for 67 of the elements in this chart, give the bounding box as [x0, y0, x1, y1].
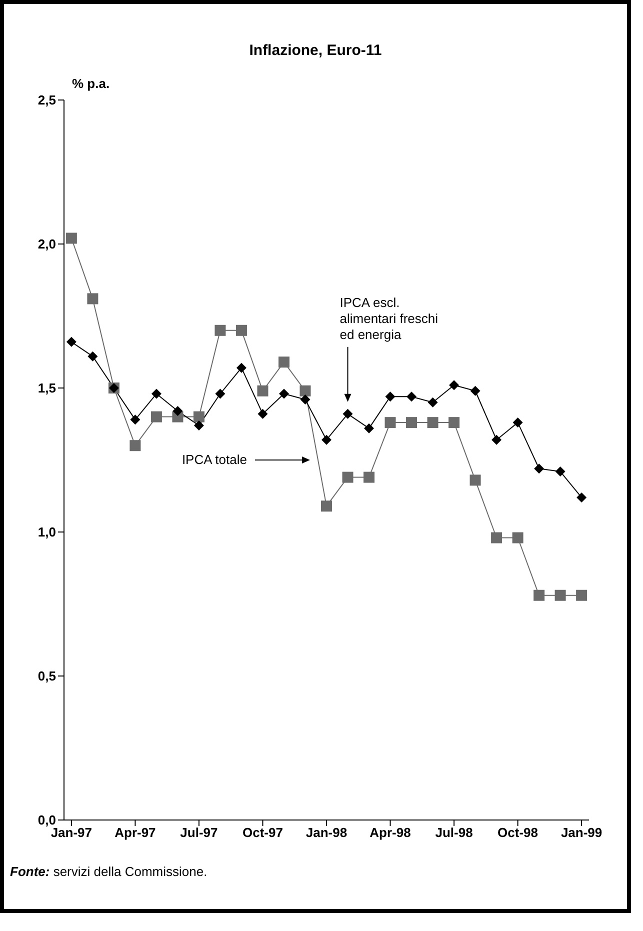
point — [428, 397, 438, 408]
x-tick-label: Jan-97 — [50, 825, 92, 840]
x-tick-label: Jan-99 — [560, 825, 602, 840]
point — [300, 394, 310, 405]
x-tick-label: Apr-97 — [114, 825, 156, 840]
annotation: IPCA escl. alimentari freschi ed energia — [340, 294, 438, 342]
y-tick-label: 2,5 — [38, 92, 56, 108]
point — [406, 417, 418, 428]
y-tick-label: 1,5 — [38, 380, 56, 396]
point — [342, 408, 353, 419]
point — [534, 464, 544, 474]
point — [88, 351, 98, 362]
point — [236, 324, 247, 336]
point — [87, 293, 98, 304]
point — [66, 336, 76, 347]
point — [322, 434, 332, 445]
point — [534, 590, 545, 601]
x-tick-label: Jul-97 — [180, 825, 218, 840]
x-tick-label: Jul-98 — [435, 825, 473, 840]
chart-title: Inflazione, Euro-11 — [248, 42, 383, 61]
point — [384, 417, 396, 428]
point — [470, 474, 481, 486]
point — [194, 420, 204, 430]
point — [576, 492, 587, 502]
point — [512, 532, 524, 544]
point — [364, 472, 375, 483]
point — [214, 324, 226, 336]
point — [492, 434, 502, 445]
point — [576, 590, 588, 601]
point — [342, 472, 354, 483]
point — [172, 406, 183, 416]
point — [385, 392, 396, 402]
point — [555, 466, 566, 477]
point — [215, 388, 226, 399]
point — [470, 386, 480, 396]
point — [130, 440, 141, 452]
source-note: Fonte: servizi della Commissione. — [10, 864, 208, 879]
annotation: IPCA totale — [182, 452, 247, 467]
point — [427, 417, 438, 428]
point — [300, 385, 311, 396]
point — [278, 388, 289, 399]
point — [364, 423, 374, 434]
y-tick-label: 1,0 — [38, 524, 56, 540]
point — [449, 380, 460, 390]
y-tick-label: 0,5 — [38, 668, 56, 684]
point — [321, 500, 332, 512]
x-tick-label: Apr-98 — [370, 825, 411, 840]
x-tick-label: Jan-98 — [306, 825, 348, 840]
point — [151, 388, 162, 399]
x-tick-label: Oct-98 — [498, 825, 538, 840]
point — [66, 232, 77, 244]
point — [150, 411, 162, 422]
point — [491, 532, 502, 544]
point — [258, 408, 268, 419]
y-tick-label: 2,0 — [38, 236, 56, 252]
point — [512, 418, 523, 428]
point — [236, 362, 246, 373]
y-tick-label: 0,0 — [38, 812, 56, 828]
point — [406, 392, 417, 402]
point — [193, 411, 204, 422]
x-tick-label: Oct-97 — [242, 825, 283, 840]
point — [130, 414, 140, 425]
point — [257, 385, 268, 396]
point — [278, 356, 290, 368]
y-axis-title: % p.a. — [72, 76, 110, 91]
point — [448, 417, 460, 428]
point — [554, 590, 566, 601]
